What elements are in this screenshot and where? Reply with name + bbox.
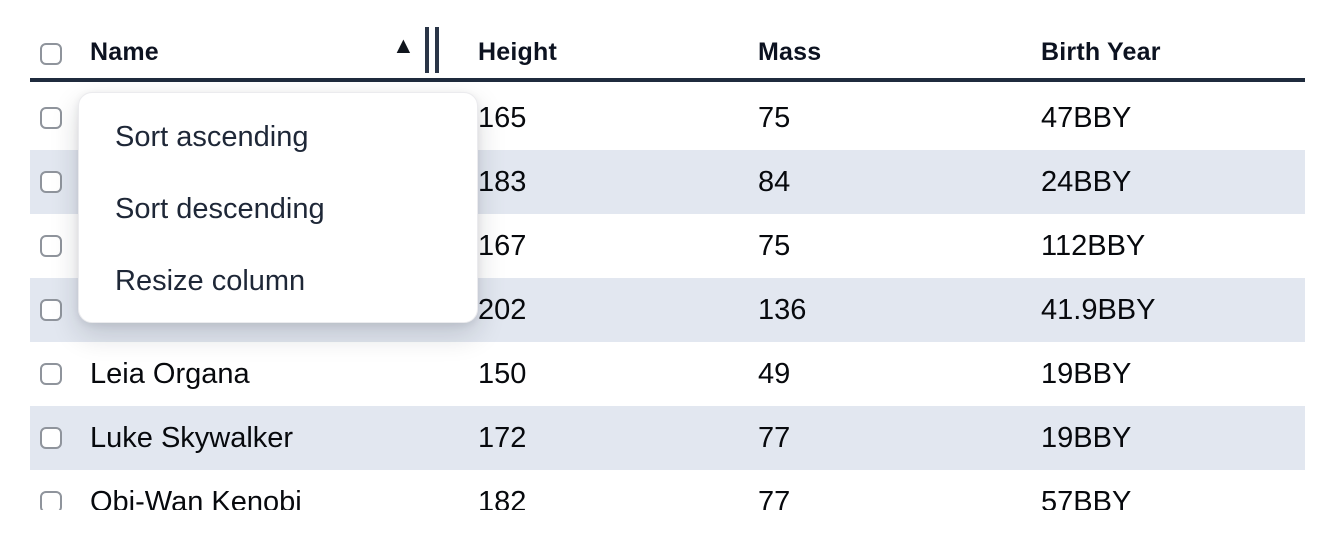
cell-birth-year: 57BBY: [1041, 485, 1132, 511]
cell-height: 172: [478, 421, 527, 454]
cell-name: Obi-Wan Kenobi: [90, 485, 302, 511]
header-checkbox-cell: [30, 0, 78, 78]
row-checkbox[interactable]: [40, 363, 62, 385]
cell-birth-year: 19BBY: [1041, 421, 1132, 454]
table-row: Leia Organa 150 49 19BBY: [30, 342, 1305, 406]
cell-mass: 84: [758, 165, 791, 198]
table-row: Luke Skywalker 172 77 19BBY: [30, 406, 1305, 470]
cell-mass: 49: [758, 357, 791, 390]
column-header-birth-year-label: Birth Year: [1041, 38, 1161, 66]
menu-item-sort-descending[interactable]: Sort descending: [115, 192, 325, 225]
row-checkbox[interactable]: [40, 107, 62, 129]
column-resize-handle[interactable]: [425, 27, 439, 73]
cell-mass: 77: [758, 485, 791, 511]
characters-table: Name Height Mass Birth Year ▲ 165: [30, 0, 1305, 510]
resize-bar-left-icon: [425, 27, 429, 73]
column-context-menu: Sort ascending Sort descending Resize co…: [78, 92, 478, 323]
column-header-mass[interactable]: Mass: [746, 0, 1029, 78]
column-header-height-label: Height: [478, 38, 557, 66]
cell-height: 202: [478, 293, 527, 326]
cell-height: 167: [478, 229, 527, 262]
column-header-height[interactable]: Height: [466, 0, 746, 78]
cell-birth-year: 24BBY: [1041, 165, 1132, 198]
table-row: Obi-Wan Kenobi 182 77 57BBY: [30, 470, 1305, 510]
row-checkbox[interactable]: [40, 171, 62, 193]
cell-mass: 75: [758, 229, 791, 262]
cell-height: 165: [478, 101, 527, 134]
menu-item-resize-column[interactable]: Resize column: [115, 264, 306, 297]
cell-birth-year: 47BBY: [1041, 101, 1132, 134]
sort-ascending-icon: ▲: [392, 32, 415, 58]
cell-mass: 75: [758, 101, 791, 134]
row-checkbox[interactable]: [40, 235, 62, 257]
cell-mass: 77: [758, 421, 791, 454]
row-checkbox[interactable]: [40, 427, 62, 449]
cell-birth-year: 41.9BBY: [1041, 293, 1156, 326]
table-header-row: Name Height Mass Birth Year ▲: [30, 0, 1305, 82]
select-all-checkbox[interactable]: [40, 43, 62, 65]
cell-mass: 136: [758, 293, 807, 326]
cell-birth-year: 112BBY: [1041, 229, 1146, 262]
column-header-name-label: Name: [90, 38, 159, 66]
cell-name: Leia Organa: [90, 357, 250, 390]
cell-height: 183: [478, 165, 527, 198]
cell-height: 182: [478, 485, 527, 511]
row-checkbox[interactable]: [40, 299, 62, 321]
column-header-mass-label: Mass: [758, 38, 822, 66]
resize-bar-right-icon: [435, 27, 439, 73]
cell-birth-year: 19BBY: [1041, 357, 1132, 390]
cell-name: Luke Skywalker: [90, 421, 294, 454]
column-header-birth-year[interactable]: Birth Year: [1029, 0, 1305, 78]
row-checkbox[interactable]: [40, 491, 62, 510]
menu-item-sort-ascending[interactable]: Sort ascending: [115, 120, 309, 153]
column-header-name[interactable]: Name: [78, 0, 466, 78]
cell-height: 150: [478, 357, 527, 390]
